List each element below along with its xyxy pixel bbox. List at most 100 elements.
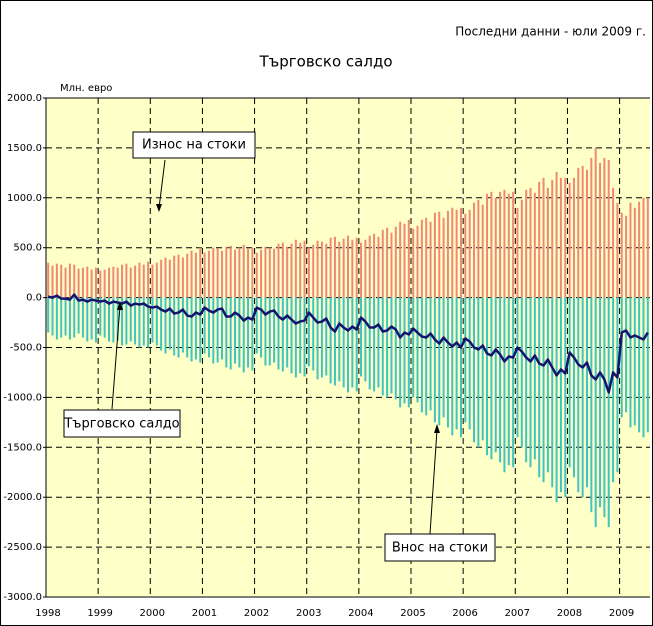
bar [455,209,458,298]
bar [468,209,471,298]
bar [77,297,80,334]
bar [403,223,406,298]
bar [368,297,371,390]
bar [81,267,84,298]
bar [190,297,193,362]
bar [347,297,349,393]
bar [581,297,584,498]
bar [177,254,180,298]
annotation: Внос на стоки [392,541,488,556]
bar [108,267,111,298]
bar [525,297,528,463]
bar [73,264,76,298]
bar [94,267,97,298]
bar [529,187,532,298]
bar [294,239,297,298]
bar [181,297,184,353]
bar [516,297,519,438]
bar [638,297,641,433]
bar [564,177,567,298]
y-tick-label: -2000.0 [3,492,42,503]
bar [520,297,523,448]
bar [181,257,184,298]
bar [155,297,158,346]
bar [242,297,245,373]
bar [307,297,310,367]
bar [147,297,150,348]
y-tick-label: 2000.0 [7,93,42,104]
bar [325,243,328,298]
y-tick-label: 1500.0 [7,143,42,154]
bar [247,248,250,298]
bar [264,246,267,298]
bar [416,225,419,298]
bar [329,237,332,298]
bar [203,297,206,354]
arrowhead [117,301,123,310]
bar [247,297,250,368]
bar [194,297,197,360]
x-tick-label: 2006 [452,608,477,619]
bar [507,193,510,298]
bar [390,232,393,298]
bar [381,297,384,396]
bar [173,297,176,356]
bar [564,297,567,498]
bar [629,202,632,298]
bar [255,252,258,298]
bar [151,264,154,298]
annotation-box [63,409,181,438]
bar [386,227,389,298]
bar [490,297,493,460]
bar [464,297,467,423]
bar [99,270,102,298]
bar [481,204,484,298]
bar [55,297,58,340]
x-tick-label: 2004 [348,608,373,619]
annotations: Износ на стоки Търговско салдо Внос на с… [63,131,496,562]
bar [494,197,497,298]
bar [451,207,454,298]
bar [51,297,54,336]
bar [355,237,358,298]
bar [399,297,402,408]
bar [268,297,271,366]
bar [338,297,341,382]
bar [194,252,197,298]
bar [590,157,593,298]
bar [542,177,545,298]
bar [116,267,119,298]
bar [238,297,241,368]
bar [477,297,480,448]
bar [572,297,575,478]
bar [429,297,432,411]
bar [60,264,63,298]
bar [407,219,410,298]
bar [264,297,267,366]
bar [538,181,541,298]
bar [273,297,276,363]
bar [312,297,315,371]
bar [347,235,349,298]
x-tick-label: 2002 [244,608,269,619]
bar [220,297,223,360]
bar [603,297,606,518]
bar [186,297,189,358]
bar [207,297,210,358]
x-tick-label: 2000 [140,608,165,619]
bar [585,169,588,298]
bar [134,265,137,298]
chart-title: Търговско салдо [258,53,392,71]
bar [225,246,228,298]
bar [251,247,254,298]
bar [394,226,397,298]
bar [103,269,106,298]
bar [599,162,602,298]
bar [273,248,276,298]
bar [390,297,393,394]
bar [229,297,232,370]
bar [155,262,158,298]
bar [190,250,193,298]
bar [568,297,571,468]
y-tick-label: 1000.0 [7,193,42,204]
